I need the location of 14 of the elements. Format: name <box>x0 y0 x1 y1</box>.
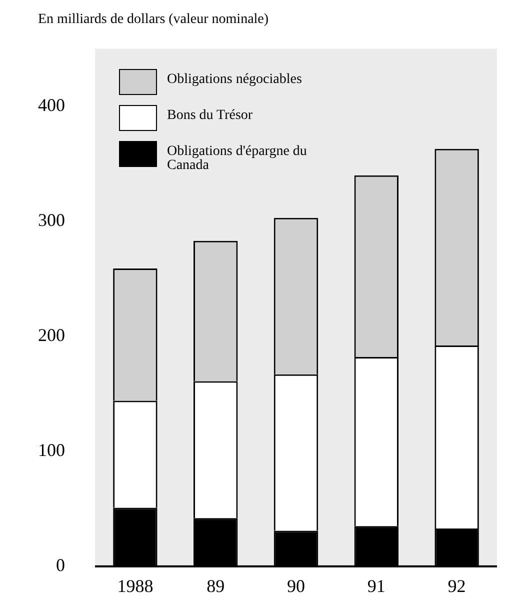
legend-label: Obligations d'épargne du Canada <box>167 142 308 173</box>
x-tick-label: 92 <box>448 576 466 596</box>
x-tick-label: 90 <box>287 576 305 596</box>
y-tick-label: 100 <box>38 440 65 460</box>
legend-label: Obligations négociables <box>167 70 302 87</box>
y-tick-label: 0 <box>56 555 65 576</box>
y-axis-title: En milliards de dollars (valeur nominale) <box>38 12 269 28</box>
y-tick-label: 400 <box>38 95 65 116</box>
x-tick-label: 89 <box>206 576 225 596</box>
x-tick-label: 1988 <box>117 576 154 596</box>
x-tick-label: 91 <box>367 576 386 596</box>
y-tick-label: 200 <box>38 325 65 346</box>
legend-label: Bons du Trésor <box>167 106 253 123</box>
y-tick-label: 300 <box>38 210 65 230</box>
